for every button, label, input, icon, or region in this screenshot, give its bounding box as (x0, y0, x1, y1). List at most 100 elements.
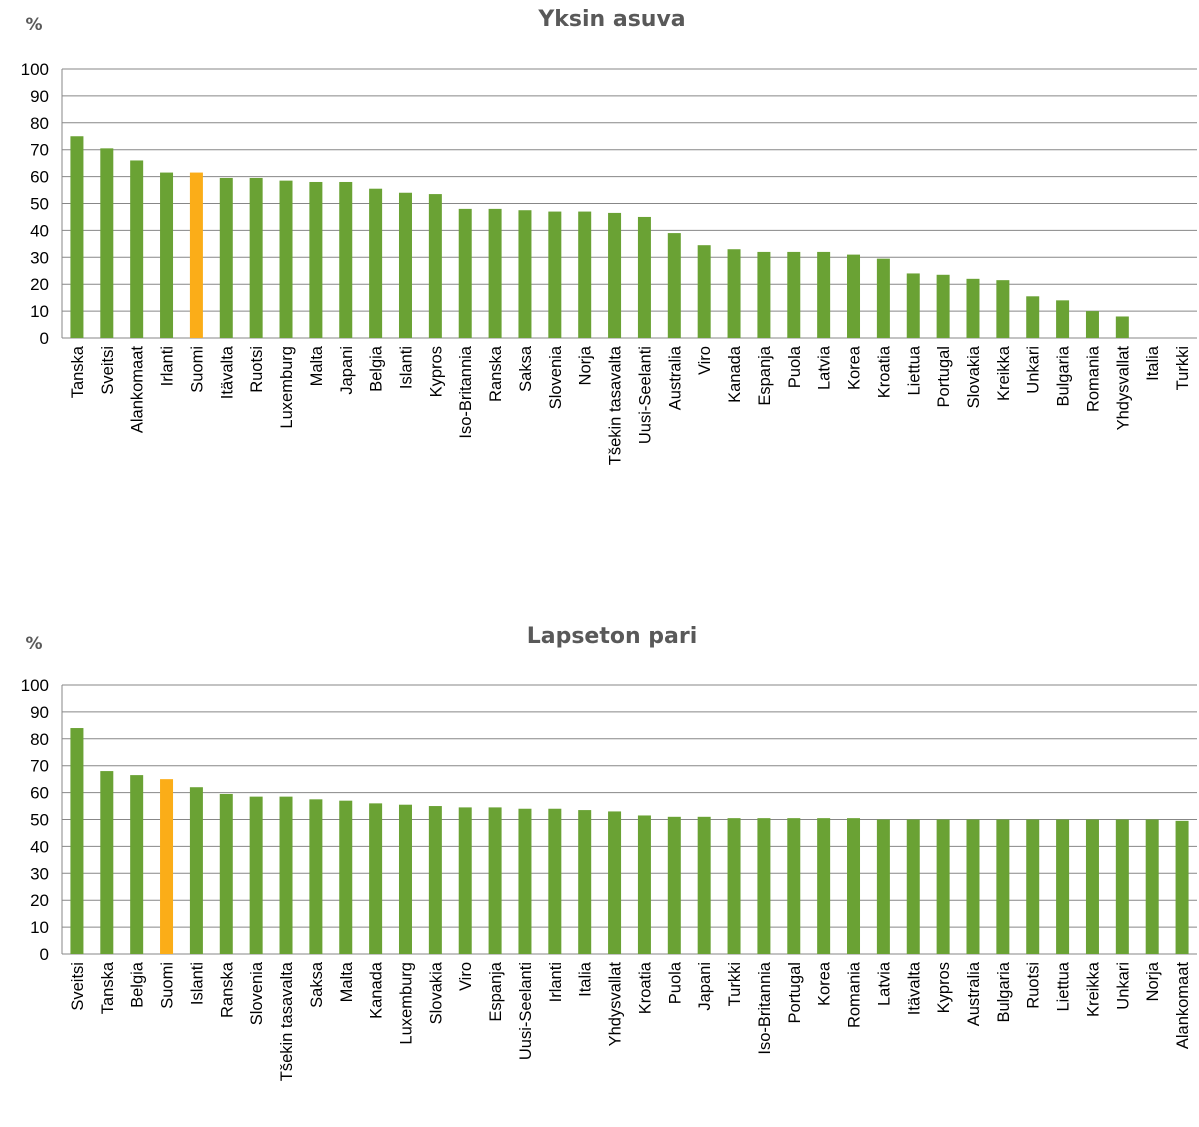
bar-uusi-seelanti (637, 216, 651, 338)
bar-malta (339, 800, 353, 954)
bar-alankomaat (1175, 820, 1189, 954)
bar-japani (697, 816, 711, 954)
bar-puola (787, 251, 801, 338)
y-tick-label: 80 (30, 114, 49, 133)
x-category-label: Portugal (786, 962, 804, 1023)
x-category-label: Kypros (427, 346, 445, 397)
x-category-label: Liettua (1055, 961, 1073, 1011)
y-tick-label: 60 (30, 168, 49, 187)
x-category-label: Slovakia (965, 345, 983, 408)
y-tick-label: 100 (21, 676, 49, 695)
x-category-label: Latvia (816, 345, 834, 390)
bar-sveitsi (100, 148, 114, 338)
x-category-label: Ruotsi (1025, 962, 1043, 1009)
x-category-label: Unkari (1025, 346, 1043, 394)
bar-kroatia (876, 258, 890, 338)
y-tick-label: 70 (30, 141, 49, 160)
y-unit-label: % (25, 15, 42, 35)
x-category-label: Suomi (159, 962, 177, 1009)
y-tick-label: 0 (40, 945, 49, 964)
bar-iso-britannia (458, 208, 472, 338)
bar-kanada (369, 803, 383, 954)
bar-malta (309, 181, 323, 338)
y-tick-label: 40 (30, 221, 49, 240)
x-category-label: Sveitsi (99, 346, 117, 395)
x-category-label: Suomi (188, 346, 206, 393)
bar-yhdysvallat (608, 811, 622, 954)
bar-belgia (369, 188, 383, 338)
y-tick-label: 50 (30, 811, 49, 830)
x-category-label: Tanska (99, 961, 117, 1014)
x-category-label: Japani (338, 346, 356, 395)
bar-yhdysvallat (1115, 316, 1129, 338)
x-category-label: Unkari (1114, 962, 1132, 1010)
y-tick-label: 90 (30, 87, 49, 106)
bar-australia (667, 233, 681, 338)
x-category-label: Kanada (726, 345, 744, 403)
x-category-label: Ranska (218, 961, 236, 1018)
x-category-label: Latvia (875, 961, 893, 1006)
bar-ranska (219, 793, 233, 954)
x-category-label: Italia (577, 961, 595, 997)
y-tick-label: 70 (30, 757, 49, 776)
x-category-label: Iso-Britannia (756, 961, 774, 1054)
x-category-label: Alankomaat (1174, 962, 1192, 1050)
bar-romania (1085, 311, 1099, 338)
x-category-label: Itävalta (218, 345, 236, 399)
bar-irlanti (160, 172, 174, 338)
bar-itävalta (219, 177, 233, 338)
bar-bulgaria (1056, 300, 1070, 338)
bar-t-ekin-tasavalta (608, 212, 622, 338)
x-category-label: Kroatia (636, 961, 654, 1014)
y-tick-label: 100 (21, 60, 49, 79)
bar-kroatia (637, 815, 651, 954)
bar-islanti (398, 192, 412, 338)
bar-liettua (906, 273, 920, 338)
y-tick-label: 10 (30, 918, 49, 937)
bar-australia (966, 819, 980, 954)
x-category-label: Bulgaria (1055, 345, 1073, 406)
x-category-label: Italia (1144, 345, 1162, 381)
x-category-label: Korea (816, 961, 834, 1006)
bar-slovakia (966, 278, 980, 338)
bar-iso-britannia (757, 818, 771, 954)
y-tick-label: 0 (40, 329, 49, 348)
x-category-label: Yhdysvallat (1114, 346, 1132, 431)
bar-liettua (1056, 819, 1070, 954)
x-category-label: Romania (1084, 345, 1102, 412)
x-category-label: Sveitsi (69, 962, 87, 1011)
y-tick-label: 50 (30, 195, 49, 214)
bar-islanti (189, 787, 203, 954)
y-tick-label: 60 (30, 784, 49, 803)
bar-uusi-seelanti (518, 808, 532, 954)
x-category-label: Yhdysvallat (607, 962, 625, 1047)
x-category-label: Liettua (905, 345, 923, 395)
x-category-label: Luxemburg (278, 346, 296, 429)
bar-sveitsi (70, 728, 84, 954)
x-category-label: Alankomaat (129, 346, 147, 434)
bar-ruotsi (249, 177, 263, 338)
bar-kanada (727, 249, 741, 338)
y-tick-label: 90 (30, 703, 49, 722)
x-category-label: Kreikka (1084, 961, 1102, 1017)
bar-slovakia (428, 806, 442, 954)
bar-viro (458, 807, 472, 954)
x-category-label: Islanti (397, 346, 415, 389)
y-tick-label: 80 (30, 730, 49, 749)
x-category-label: Kypros (935, 962, 953, 1013)
y-tick-label: 30 (30, 864, 49, 883)
bar-puola (667, 816, 681, 954)
bar-luxemburg (398, 804, 412, 954)
x-category-label: Australia (965, 961, 983, 1026)
bar-espanja (488, 807, 502, 954)
x-category-label: Belgia (368, 345, 386, 392)
bar-korea (847, 254, 861, 338)
bar-latvia (817, 251, 831, 338)
bar-chart-yksin-asuva: Yksin asuva% 0 10 20 30 40 50 60 70 80 90 100 Tanska… (21, 7, 1197, 465)
bar-norja (578, 211, 592, 338)
x-category-label: Espanja (487, 961, 505, 1021)
bar-kypros (936, 819, 950, 954)
y-tick-label: 40 (30, 837, 49, 856)
x-category-label: Turkki (1174, 346, 1192, 390)
bar-chart-lapseton-pari: Lapseton pari% 0 10 20 30 40 50 60 70 80 90 100 Svei… (21, 624, 1197, 1081)
